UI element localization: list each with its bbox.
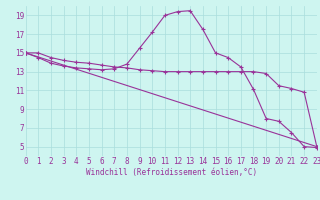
X-axis label: Windchill (Refroidissement éolien,°C): Windchill (Refroidissement éolien,°C) xyxy=(86,168,257,177)
